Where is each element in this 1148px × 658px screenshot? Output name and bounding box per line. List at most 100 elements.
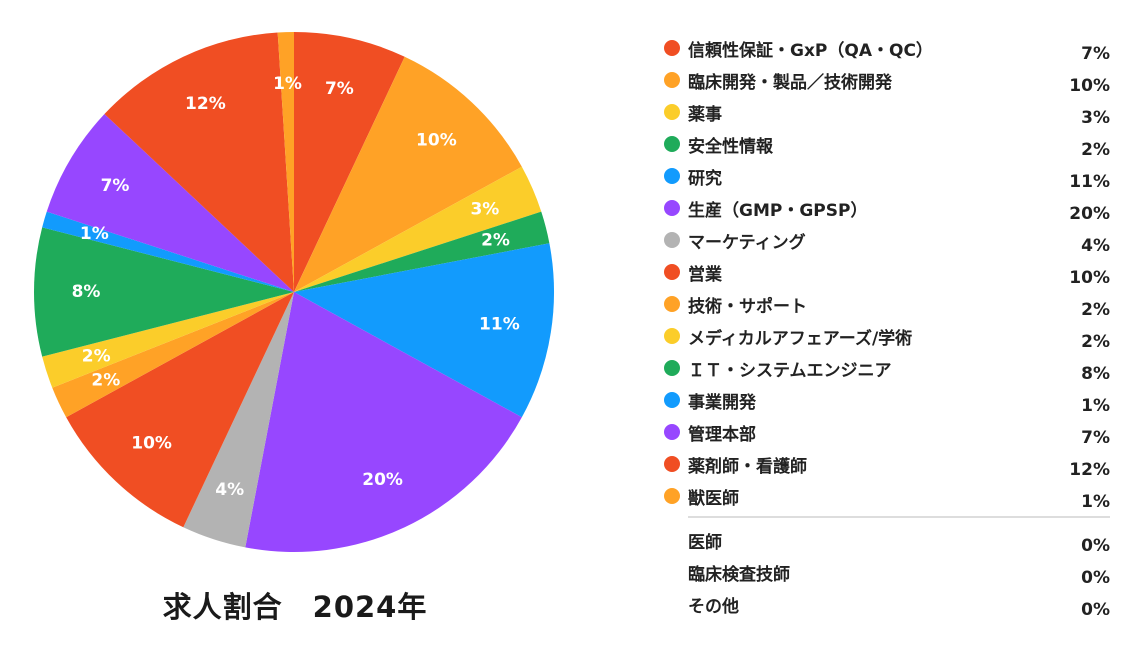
legend-value: 1% <box>1081 396 1110 416</box>
legend-color-dot <box>664 296 680 312</box>
legend-color-dot <box>664 360 680 376</box>
legend-label: 事業開発 <box>688 393 756 413</box>
pie-slice-8 <box>66 292 294 528</box>
legend-divider <box>688 516 1110 518</box>
legend-color-dot <box>664 200 680 216</box>
legend-color-dot <box>664 456 680 472</box>
legend-value: 2% <box>1081 300 1110 320</box>
legend-value: 4% <box>1081 236 1110 256</box>
legend-label: 安全性情報 <box>688 137 773 157</box>
legend-value: 2% <box>1081 140 1110 160</box>
pie-slice-label-15: 1% <box>273 74 302 94</box>
legend-value: 0% <box>1081 568 1110 588</box>
legend-item: 技術・サポート 2% <box>662 290 1112 322</box>
legend-color-dot <box>664 232 680 248</box>
legend-value: 7% <box>1081 44 1110 64</box>
legend-label: ＩＴ・システムエンジニア <box>688 361 892 381</box>
pie-slice-11 <box>34 227 294 357</box>
legend-item: 生産（GMP・GPSP） 20% <box>662 194 1112 226</box>
legend-value: 12% <box>1069 460 1110 480</box>
pie-slice-9 <box>52 292 295 418</box>
pie-slice-14 <box>104 32 294 292</box>
pie-slice-13 <box>46 114 295 293</box>
legend-item: 営業 10% <box>662 258 1112 290</box>
legend-label: 信頼性保証・GxP（QA・QC） <box>688 41 933 61</box>
legend-label: 営業 <box>688 265 722 285</box>
pie-slice-label-11: 8% <box>72 282 101 302</box>
legend-label: 薬剤師・看護師 <box>688 457 807 477</box>
legend-label: 医師 <box>688 533 722 553</box>
legend-value: 7% <box>1081 428 1110 448</box>
legend-label: 獣医師 <box>688 489 739 509</box>
pie-chart: 7% 10% 3% 2% 11% 20% 4% 10% 2% 2% 8% 1% 7% 12% 1% <box>34 31 554 552</box>
legend-item: 事業開発 1% <box>662 386 1112 418</box>
legend-value: 3% <box>1081 108 1110 128</box>
pie-slice-4 <box>294 211 550 292</box>
pie-slice-label-9: 2% <box>91 371 120 391</box>
legend-label: 技術・サポート <box>688 297 807 317</box>
legend-item: マーケティング 4% <box>662 226 1112 258</box>
pie-slice-12 <box>42 211 294 292</box>
legend-item: 臨床検査技師 0% <box>662 558 1112 590</box>
pie-slice-label-7: 4% <box>215 480 244 500</box>
legend-item: 獣医師 1% <box>662 482 1112 514</box>
chart-title: 求人割合 2024年 <box>162 590 428 624</box>
pie-slice-5 <box>294 243 554 418</box>
pie-slice-label-3: 3% <box>470 199 499 219</box>
legend-label: マーケティング <box>688 233 806 253</box>
legend-item: 管理本部 7% <box>662 418 1112 450</box>
legend-color-dot <box>664 488 680 504</box>
legend-value: 8% <box>1081 364 1110 384</box>
legend-item: 薬剤師・看護師 12% <box>662 450 1112 482</box>
legend-label: その他 <box>688 597 739 617</box>
legend-label: 研究 <box>688 169 722 189</box>
pie-slice-15 <box>277 31 294 292</box>
legend-label: 臨床開発・製品／技術開発 <box>688 73 892 93</box>
pie-slice-1 <box>294 32 405 292</box>
legend-item: 薬事 3% <box>662 98 1112 130</box>
pie-slice-label-10: 2% <box>82 346 111 366</box>
legend-value: 0% <box>1081 536 1110 556</box>
legend-color-dot <box>664 40 680 56</box>
pie-slice-10 <box>42 292 294 388</box>
legend-item: 安全性情報 2% <box>662 130 1112 162</box>
pie-slice-label-2: 10% <box>416 130 457 150</box>
legend-value: 20% <box>1069 204 1110 224</box>
legend-value: 10% <box>1069 76 1110 96</box>
pie-slice-label-13: 7% <box>101 176 130 196</box>
pie-slice-label-6: 20% <box>362 470 403 490</box>
pie-slice-label-5: 11% <box>479 315 520 335</box>
legend-color-dot <box>664 264 680 280</box>
legend-item: メディカルアフェアーズ/学術 2% <box>662 322 1112 354</box>
legend-color-dot <box>664 72 680 88</box>
pie-slice-label-1: 7% <box>325 79 354 99</box>
legend-color-dot <box>664 392 680 408</box>
legend-item: 研究 11% <box>662 162 1112 194</box>
pie-slice-3 <box>294 166 542 292</box>
legend-color-dot <box>664 168 680 184</box>
legend-color-dot <box>664 136 680 152</box>
legend-label: メディカルアフェアーズ/学術 <box>688 329 913 349</box>
pie-slice-label-14: 12% <box>185 94 226 114</box>
legend-item: 信頼性保証・GxP（QA・QC） 7% <box>662 34 1112 66</box>
legend-item: ＩＴ・システムエンジニア 8% <box>662 354 1112 386</box>
pie-slice-label-12: 1% <box>80 224 109 244</box>
pie-slice-6 <box>245 292 522 552</box>
legend-value: 0% <box>1081 600 1110 620</box>
legend-item: 臨床開発・製品／技術開発 10% <box>662 66 1112 98</box>
pie-slice-2 <box>294 56 522 292</box>
legend-value: 2% <box>1081 332 1110 352</box>
legend: 信頼性保証・GxP（QA・QC） 7% 臨床開発・製品／技術開発 10% 薬事 3% 安全性… <box>662 34 1112 622</box>
legend-value: 1% <box>1081 492 1110 512</box>
pie-slice-label-4: 2% <box>481 230 510 250</box>
legend-label: 臨床検査技師 <box>688 565 790 585</box>
legend-color-dot <box>664 424 680 440</box>
legend-label: 管理本部 <box>688 425 756 445</box>
pie-slice-7 <box>183 292 294 548</box>
legend-color-dot <box>664 328 680 344</box>
pie-slice-label-8: 10% <box>131 434 172 454</box>
legend-color-dot <box>664 104 680 120</box>
legend-item: 医師 0% <box>662 526 1112 558</box>
legend-value: 11% <box>1069 172 1110 192</box>
legend-value: 10% <box>1069 268 1110 288</box>
